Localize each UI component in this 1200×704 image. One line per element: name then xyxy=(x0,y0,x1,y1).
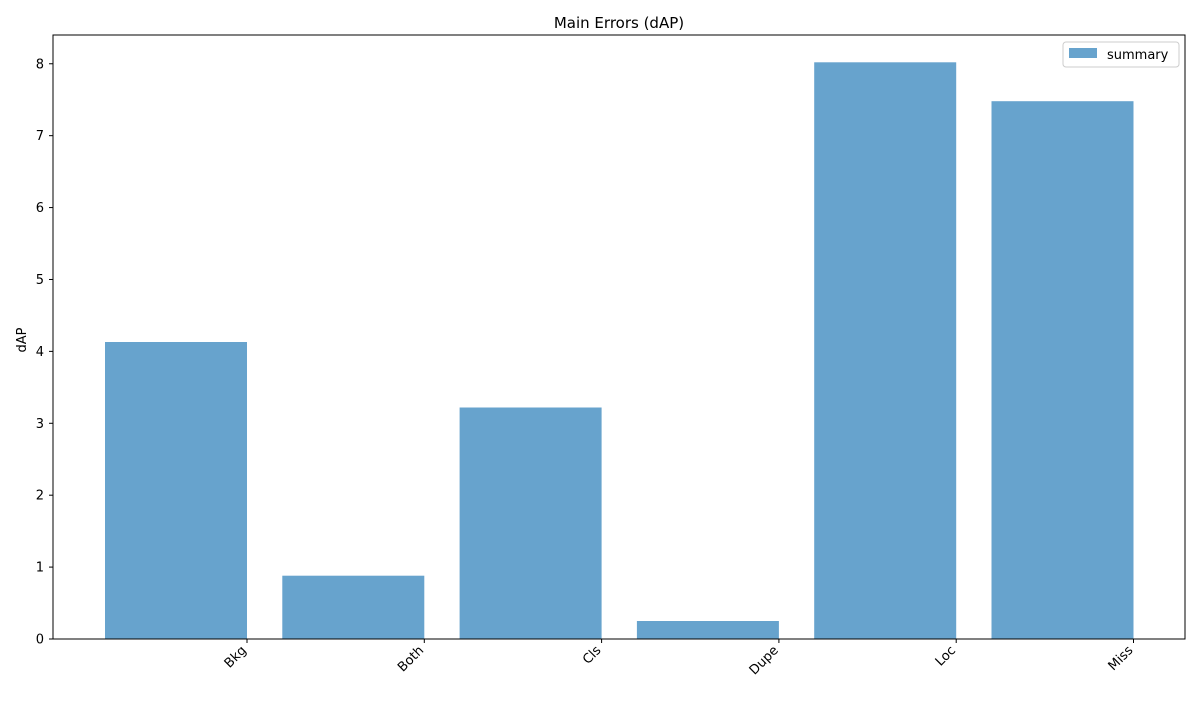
y-tick-label: 2 xyxy=(36,489,44,504)
y-tick-label: 6 xyxy=(36,201,44,216)
bar-both xyxy=(282,575,425,639)
legend: summary xyxy=(1062,41,1180,68)
plot-frame xyxy=(52,34,1186,640)
y-tick-label: 8 xyxy=(36,57,44,72)
y-axis-label: dAP xyxy=(15,327,30,352)
bars-layer xyxy=(105,62,1134,640)
bar-miss xyxy=(991,101,1134,639)
bar-dupe xyxy=(636,621,779,639)
y-tick-label: 1 xyxy=(36,561,44,576)
chart-title: Main Errors (dAP) xyxy=(554,14,684,32)
y-tick-label: 7 xyxy=(36,129,44,144)
y-tick-label: 3 xyxy=(36,417,44,432)
bar-bkg xyxy=(105,342,247,639)
legend-swatch xyxy=(1069,48,1097,58)
y-tick-label: 4 xyxy=(36,345,44,360)
bar-cls xyxy=(459,407,602,639)
y-tick-label: 0 xyxy=(36,633,44,648)
legend-label: summary xyxy=(1107,48,1169,63)
y-tick-label: 5 xyxy=(36,273,44,288)
bar-loc xyxy=(814,62,957,640)
y-axis: 0 1 2 3 4 5 6 7 8 xyxy=(36,57,53,648)
